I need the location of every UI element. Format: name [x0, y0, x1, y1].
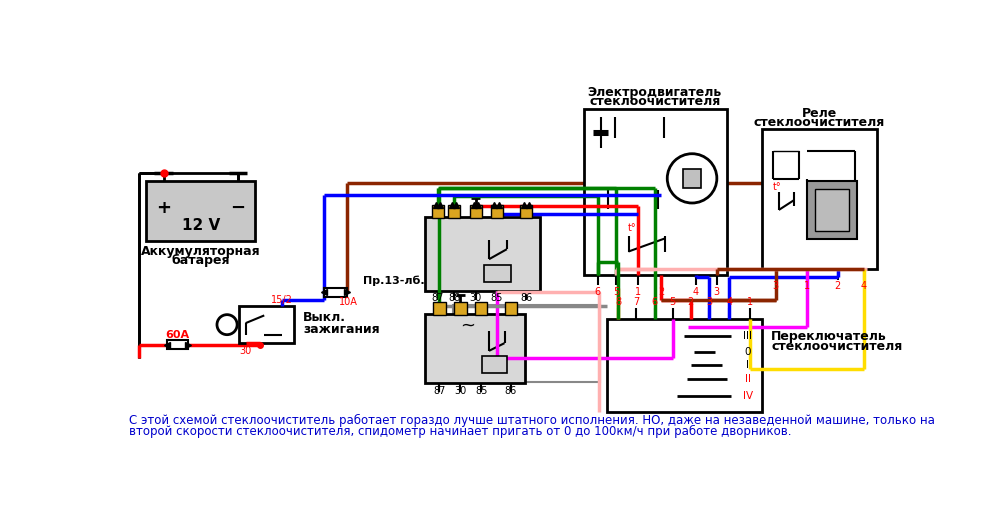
Text: IV: IV — [743, 391, 752, 401]
Text: Переключатель: Переключатель — [771, 330, 887, 343]
Text: 7: 7 — [633, 297, 640, 307]
Text: 87: 87 — [433, 386, 445, 396]
Bar — [505, 301, 517, 315]
Text: 85: 85 — [475, 386, 487, 396]
Text: 1: 1 — [748, 297, 753, 307]
Text: Выкл.: Выкл. — [303, 311, 346, 324]
Text: зажигания: зажигания — [303, 323, 379, 336]
Text: 60А: 60А — [166, 330, 190, 340]
Text: 0: 0 — [745, 346, 751, 357]
Bar — [475, 301, 487, 315]
Text: III: III — [744, 331, 752, 341]
Text: I: I — [747, 360, 749, 370]
Bar — [484, 265, 511, 282]
Text: 3: 3 — [706, 297, 713, 307]
Bar — [240, 306, 293, 343]
Text: 86: 86 — [520, 293, 532, 304]
Text: 85: 85 — [491, 293, 503, 304]
Bar — [683, 169, 702, 188]
Bar — [491, 204, 503, 218]
Text: 8: 8 — [616, 297, 622, 307]
Bar — [324, 288, 347, 297]
Text: 15/2: 15/2 — [271, 295, 293, 305]
Text: 88: 88 — [448, 293, 460, 304]
Text: 30: 30 — [240, 346, 251, 356]
Bar — [167, 340, 189, 350]
Text: 2: 2 — [688, 297, 694, 307]
Text: стеклоочистителя: стеклоочистителя — [771, 340, 902, 354]
Text: 3: 3 — [714, 287, 720, 296]
Bar — [452, 305, 600, 382]
Text: t°: t° — [628, 223, 636, 234]
Text: Пр.13-лб.: Пр.13-лб. — [362, 275, 424, 286]
Text: стеклоочистителя: стеклоочистителя — [589, 95, 721, 108]
Text: батарея: батарея — [172, 254, 230, 267]
Text: второй скорости стеклоочистителя, спидометр начинает пригать от 0 до 100км/ч при: второй скорости стеклоочистителя, спидом… — [129, 425, 791, 438]
Bar — [584, 109, 727, 274]
Bar — [147, 181, 254, 241]
Text: 2: 2 — [834, 281, 841, 291]
Bar — [432, 204, 444, 218]
Text: С этой схемой стеклоочиститель работает гораздо лучше штатного исполнения. НО, д: С этой схемой стеклоочиститель работает … — [129, 414, 934, 427]
Text: 10А: 10А — [339, 296, 358, 307]
Text: 4: 4 — [727, 297, 733, 307]
Bar — [761, 129, 876, 269]
Text: 4: 4 — [693, 287, 699, 296]
Bar — [520, 204, 532, 218]
Text: −: − — [231, 199, 246, 217]
Text: Реле: Реле — [801, 107, 836, 120]
Bar — [470, 204, 482, 218]
Bar — [425, 314, 525, 383]
Text: 86: 86 — [505, 386, 517, 396]
Bar — [814, 189, 849, 231]
Text: 4: 4 — [861, 281, 867, 291]
Text: 5: 5 — [613, 287, 619, 296]
Text: Электродвигатель: Электродвигатель — [588, 86, 722, 99]
Text: ~: ~ — [460, 316, 476, 334]
Text: 5: 5 — [670, 297, 676, 307]
Bar — [607, 319, 761, 412]
Text: 6: 6 — [595, 287, 601, 296]
Text: 2: 2 — [658, 287, 665, 296]
Bar — [448, 204, 460, 218]
Text: 30: 30 — [454, 386, 466, 396]
Text: 3: 3 — [772, 281, 778, 291]
Bar — [433, 301, 445, 315]
Text: 30: 30 — [470, 293, 482, 304]
Text: Аккумуляторная: Аккумуляторная — [141, 245, 260, 258]
Text: t°: t° — [773, 182, 781, 192]
Bar — [806, 181, 857, 239]
Text: стеклоочистителя: стеклоочистителя — [753, 117, 885, 129]
Bar — [425, 217, 540, 291]
Text: 6: 6 — [652, 297, 658, 307]
Text: 12 V: 12 V — [182, 218, 220, 233]
Text: II: II — [745, 375, 750, 384]
Text: 87: 87 — [432, 293, 444, 304]
Bar — [454, 301, 466, 315]
Bar — [482, 356, 507, 373]
Text: 1: 1 — [803, 281, 809, 291]
Text: +: + — [156, 199, 171, 217]
Text: 1: 1 — [635, 287, 641, 296]
